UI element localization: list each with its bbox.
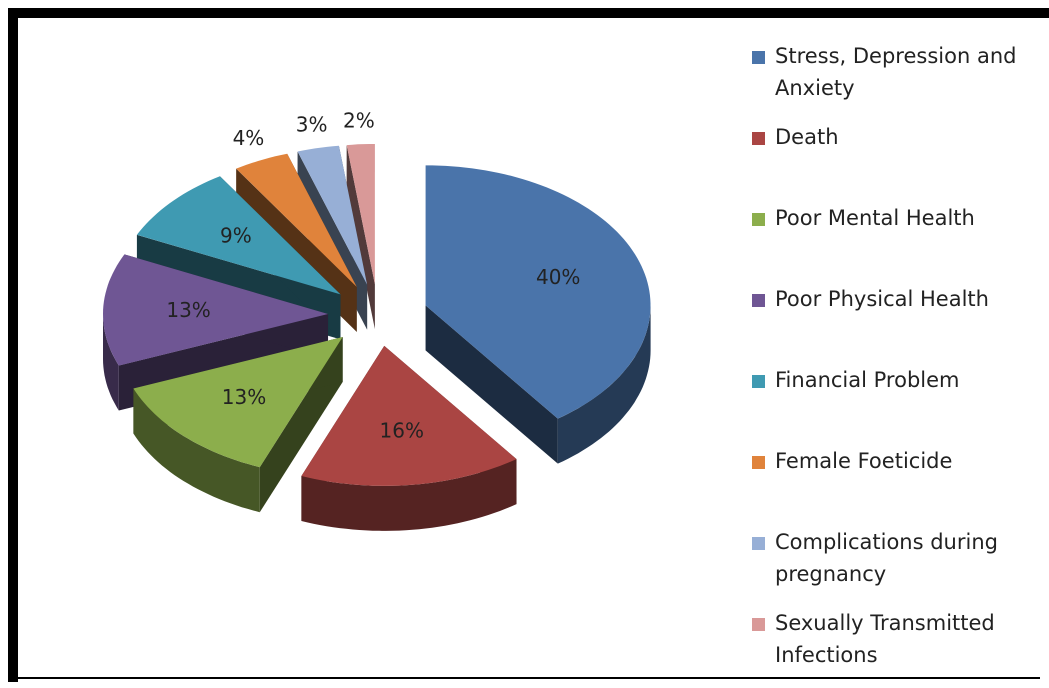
slice-top	[136, 176, 341, 295]
legend-swatch	[752, 618, 765, 631]
legend-label: Death	[775, 125, 839, 149]
legend-label: Stress, Depression and Anxiety	[775, 44, 1017, 100]
legend-entry: Financial Problem	[752, 364, 1032, 445]
slice-wall	[425, 305, 558, 464]
legend-swatch	[752, 213, 765, 226]
legend: Stress, Depression and Anxiety Death Poor …	[752, 40, 1032, 688]
legend-swatch	[752, 132, 765, 145]
slice-top	[297, 145, 368, 285]
legend-label: Poor Physical Health	[775, 287, 989, 311]
data-label: 13%	[166, 298, 210, 322]
frame-bottom	[18, 677, 1040, 679]
slice-side	[301, 459, 517, 531]
slice-side	[133, 388, 260, 513]
slice-top	[133, 336, 343, 468]
legend-swatch	[752, 375, 765, 388]
data-label: 9%	[220, 224, 252, 248]
slice	[133, 336, 343, 513]
legend-entry: Death	[752, 121, 1032, 202]
legend-swatch	[752, 294, 765, 307]
legend-entry: Complications during pregnancy	[752, 526, 1032, 607]
legend-swatch	[752, 51, 765, 64]
slice-wall	[346, 145, 375, 329]
frame-left	[8, 8, 18, 682]
slice-top	[425, 165, 651, 419]
data-label: 40%	[536, 265, 580, 289]
legend-swatch	[752, 456, 765, 469]
data-label: 2%	[343, 109, 375, 133]
data-label: 4%	[233, 126, 265, 150]
slice-top	[236, 153, 357, 287]
slice-top	[103, 254, 329, 366]
data-label: 16%	[380, 418, 424, 442]
legend-entry: Poor Physical Health	[752, 283, 1032, 364]
legend-swatch	[752, 537, 765, 550]
legend-entry: Poor Mental Health	[752, 202, 1032, 283]
slice	[425, 165, 651, 464]
legend-label: Complications during pregnancy	[775, 530, 998, 586]
legend-label: Sexually Transmitted Infections	[775, 611, 995, 667]
slice	[346, 144, 375, 329]
data-label: 13%	[222, 385, 266, 409]
frame-top	[8, 8, 1049, 18]
data-label: 3%	[296, 113, 328, 137]
slice-side	[557, 305, 651, 464]
slice-side	[103, 314, 119, 411]
legend-label: Female Foeticide	[775, 449, 953, 473]
legend-entry: Sexually Transmitted Infections	[752, 607, 1032, 688]
legend-entry: Female Foeticide	[752, 445, 1032, 526]
legend-entry: Stress, Depression and Anxiety	[752, 40, 1032, 121]
legend-label: Poor Mental Health	[775, 206, 975, 230]
slice-top	[346, 144, 375, 284]
chart: 40% 16% 13% 13% 9% 4% 3% 2%	[103, 109, 651, 531]
slice	[301, 345, 517, 531]
legend-label: Financial Problem	[775, 368, 960, 392]
slice-top	[301, 345, 517, 486]
